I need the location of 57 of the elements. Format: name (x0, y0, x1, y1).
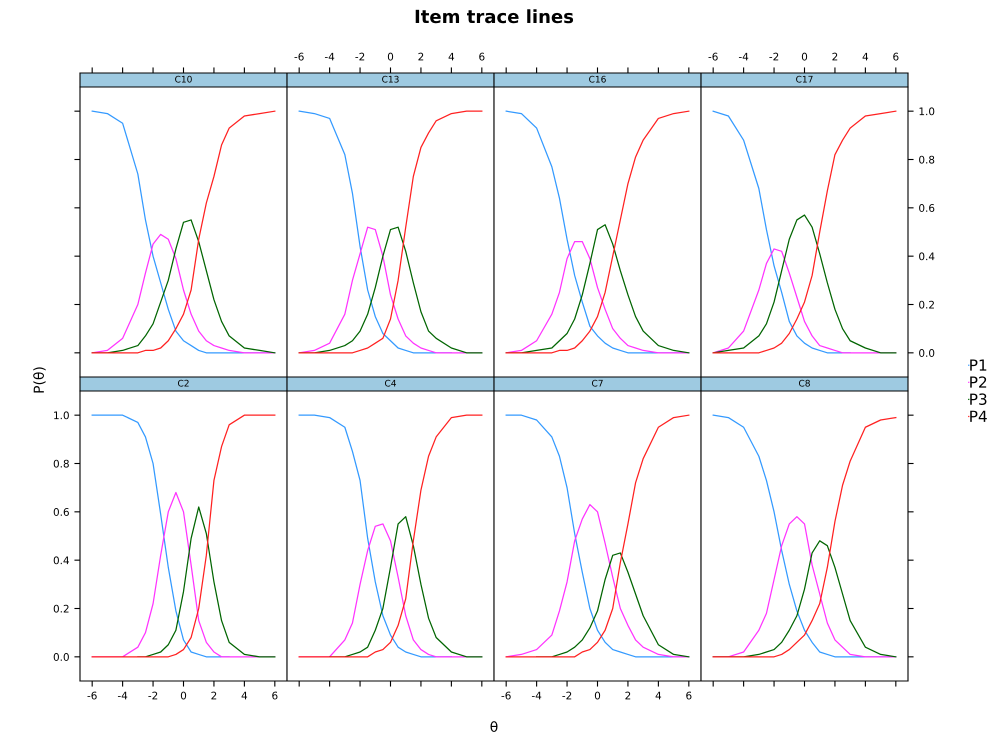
x-tick-label: 6 (272, 692, 278, 700)
x-tick-label: 6 (686, 692, 692, 700)
legend-label: P4 (970, 410, 987, 422)
y-tick-label: 0.8 (54, 460, 69, 468)
x-tick-label: 2 (625, 692, 630, 700)
x-tick-label: -4 (118, 692, 128, 700)
x-tick-label: 4 (448, 52, 454, 60)
x-tick-label: 0 (594, 692, 600, 700)
y-tick-label: 0.2 (54, 604, 69, 613)
x-tick-label: -2 (769, 52, 778, 60)
x-tick-label: 0 (180, 692, 186, 700)
chart-title: C7 (592, 380, 603, 387)
x-tick-label: 2 (418, 52, 424, 60)
legend-label: P3 (970, 393, 986, 405)
chart-title: C17 (796, 76, 813, 83)
text: P(θ) (33, 367, 46, 392)
x-tick-label: -6 (501, 692, 511, 700)
y-tick-label: 0.0 (919, 349, 934, 357)
y-tick-label: 0.0 (54, 653, 69, 661)
x-tick-label: -2 (562, 692, 572, 700)
x-tick-label: 4 (242, 692, 248, 700)
x-tick-label: -6 (708, 52, 718, 61)
y-tick-label: 1.0 (54, 411, 69, 420)
line-series (92, 414, 276, 658)
y-tick-label: 0.2 (919, 300, 934, 309)
x-tick-label: 4 (862, 52, 868, 60)
x-tick-label: -2 (148, 692, 158, 700)
y-tick-label: 0.6 (919, 204, 934, 212)
line-series (712, 110, 896, 354)
x-tick-label: 4 (656, 692, 662, 700)
legend-label: P1 (970, 359, 986, 371)
x-tick-label: -4 (324, 52, 334, 60)
x-tick-label: -6 (87, 692, 97, 700)
chart-title: C8 (798, 380, 810, 387)
chart-title: C13 (382, 76, 399, 83)
x-tick-label: 0 (388, 52, 394, 61)
x-tick-label: -4 (532, 692, 542, 700)
y-tick-label: 0.8 (919, 156, 934, 164)
x-tick-label: -4 (738, 52, 748, 60)
y-tick-label: 0.6 (54, 508, 69, 516)
x-tick-label: 2 (832, 52, 838, 60)
x-tick-label: 0 (802, 52, 808, 61)
x-tick-label: 6 (893, 52, 898, 61)
y-tick-label: 0.4 (54, 556, 69, 564)
chart-title: C2 (178, 380, 189, 387)
chart-title: C10 (175, 76, 192, 83)
x-tick-label: -6 (294, 52, 304, 61)
text: Item trace lines (416, 9, 574, 24)
x-tick-label: 2 (211, 692, 216, 700)
chart-title: C16 (589, 76, 606, 83)
legend-label: P2 (970, 376, 986, 388)
text: θ (490, 721, 498, 732)
chart-title: C4 (384, 380, 396, 387)
y-tick-label: 0.4 (919, 252, 934, 260)
x-tick-label: 6 (479, 52, 484, 61)
x-tick-label: -2 (355, 52, 364, 60)
y-tick-label: 1.0 (920, 107, 934, 116)
